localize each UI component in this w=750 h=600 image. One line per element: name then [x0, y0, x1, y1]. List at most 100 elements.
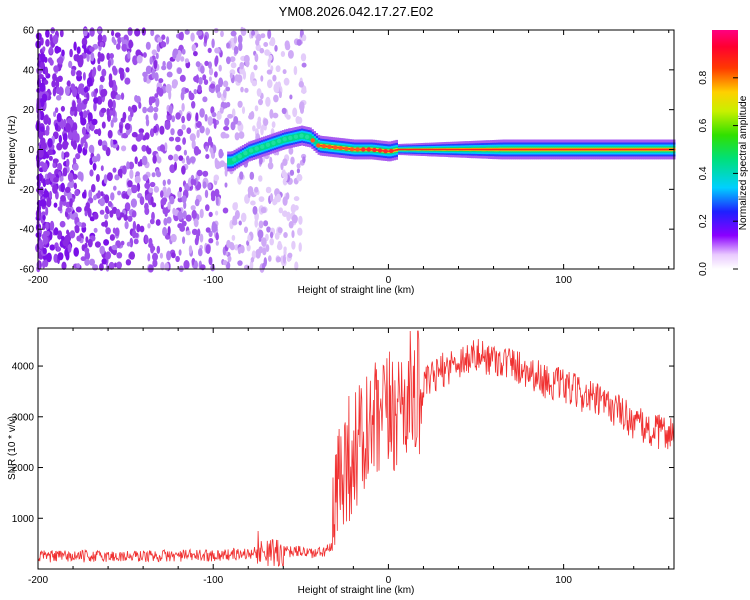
- noise-blob: [169, 196, 174, 205]
- noise-blob: [302, 156, 305, 163]
- noise-blob: [203, 181, 207, 189]
- noise-blob: [146, 145, 149, 153]
- noise-blob: [121, 37, 125, 42]
- noise-blob: [100, 89, 104, 98]
- noise-blob: [272, 75, 276, 82]
- noise-blob: [104, 214, 108, 220]
- noise-blob: [196, 61, 201, 67]
- noise-blob: [127, 180, 133, 187]
- noise-blob: [45, 179, 50, 185]
- noise-blob: [288, 253, 293, 259]
- noise-blob: [231, 122, 236, 131]
- noise-blob: [186, 230, 191, 235]
- noise-blob: [245, 59, 249, 67]
- noise-blob: [65, 123, 71, 133]
- noise-blob: [100, 42, 104, 47]
- noise-blob: [214, 122, 217, 129]
- noise-blob: [132, 230, 136, 239]
- noise-blob: [76, 236, 81, 242]
- noise-blob: [124, 78, 130, 85]
- noise-blob: [40, 199, 46, 207]
- colorbar-tick-label: 0.8: [698, 70, 709, 84]
- noise-blob: [42, 94, 48, 103]
- noise-blob: [141, 145, 146, 152]
- noise-blob: [76, 70, 82, 76]
- noise-blob: [151, 212, 155, 221]
- ridge-bead: [389, 149, 393, 153]
- ridge-bead: [305, 135, 309, 139]
- noise-blob: [97, 65, 101, 72]
- noise-blob: [54, 227, 59, 235]
- noise-blob: [167, 61, 173, 70]
- noise-blob: [191, 101, 195, 109]
- noise-blob: [40, 53, 45, 62]
- noise-blob: [126, 161, 130, 169]
- noise-blob: [239, 171, 243, 179]
- noise-blob: [297, 168, 300, 173]
- noise-blob: [69, 49, 73, 57]
- noise-blob: [51, 80, 55, 87]
- noise-blob: [211, 39, 214, 49]
- noise-blob: [267, 69, 273, 74]
- noise-blob: [193, 76, 199, 82]
- noise-blob: [154, 60, 158, 69]
- noise-blob: [108, 59, 111, 68]
- noise-blob: [131, 144, 137, 151]
- ridge-bead: [283, 137, 287, 141]
- noise-blob: [110, 234, 115, 241]
- noise-blob: [296, 174, 302, 181]
- noise-blob: [286, 192, 290, 200]
- noise-blob: [76, 207, 82, 213]
- noise-blob: [143, 52, 147, 58]
- noise-blob: [135, 156, 138, 164]
- noise-blob: [66, 159, 70, 167]
- noise-blob: [231, 31, 237, 37]
- noise-blob: [179, 187, 182, 192]
- noise-blob: [210, 83, 215, 88]
- noise-blob: [122, 193, 128, 198]
- noise-blob: [122, 165, 127, 174]
- noise-blob: [205, 190, 208, 198]
- noise-blob: [91, 119, 97, 125]
- noise-blob: [187, 113, 192, 121]
- noise-blob: [159, 126, 164, 135]
- noise-blob: [139, 132, 144, 140]
- noise-blob: [96, 174, 100, 182]
- noise-blob: [190, 156, 196, 163]
- noise-blob: [63, 133, 68, 141]
- noise-blob: [196, 30, 202, 36]
- noise-blob: [145, 132, 150, 139]
- noise-blob: [194, 260, 198, 269]
- noise-blob: [69, 198, 73, 207]
- noise-blob: [252, 125, 256, 131]
- noise-blob: [102, 145, 107, 151]
- noise-blob: [112, 245, 118, 250]
- noise-blob: [132, 185, 138, 193]
- noise-blob: [50, 221, 54, 231]
- noise-blob: [161, 34, 165, 40]
- noise-blob: [215, 211, 218, 216]
- noise-blob: [126, 259, 131, 265]
- noise-blob: [77, 103, 83, 113]
- noise-blob: [181, 91, 185, 100]
- noise-blob: [98, 128, 102, 136]
- noise-blob: [142, 156, 148, 166]
- y-tick-label: 60: [23, 26, 35, 37]
- noise-blob: [204, 79, 208, 85]
- ridge-bead: [339, 146, 343, 150]
- noise-blob: [253, 206, 258, 215]
- noise-blob: [226, 42, 230, 48]
- ridge-bead: [232, 157, 236, 161]
- noise-blob: [253, 65, 257, 71]
- noise-blob: [74, 225, 79, 231]
- noise-blob: [146, 118, 149, 126]
- noise-blob: [254, 187, 258, 193]
- noise-blob: [74, 183, 77, 190]
- noise-blob: [180, 32, 184, 41]
- ridge-bead: [322, 144, 326, 148]
- noise-blob: [116, 262, 122, 269]
- noise-blob: [58, 252, 64, 260]
- ridge-bead: [238, 154, 242, 158]
- noise-blob: [224, 118, 229, 127]
- noise-blob: [77, 145, 82, 154]
